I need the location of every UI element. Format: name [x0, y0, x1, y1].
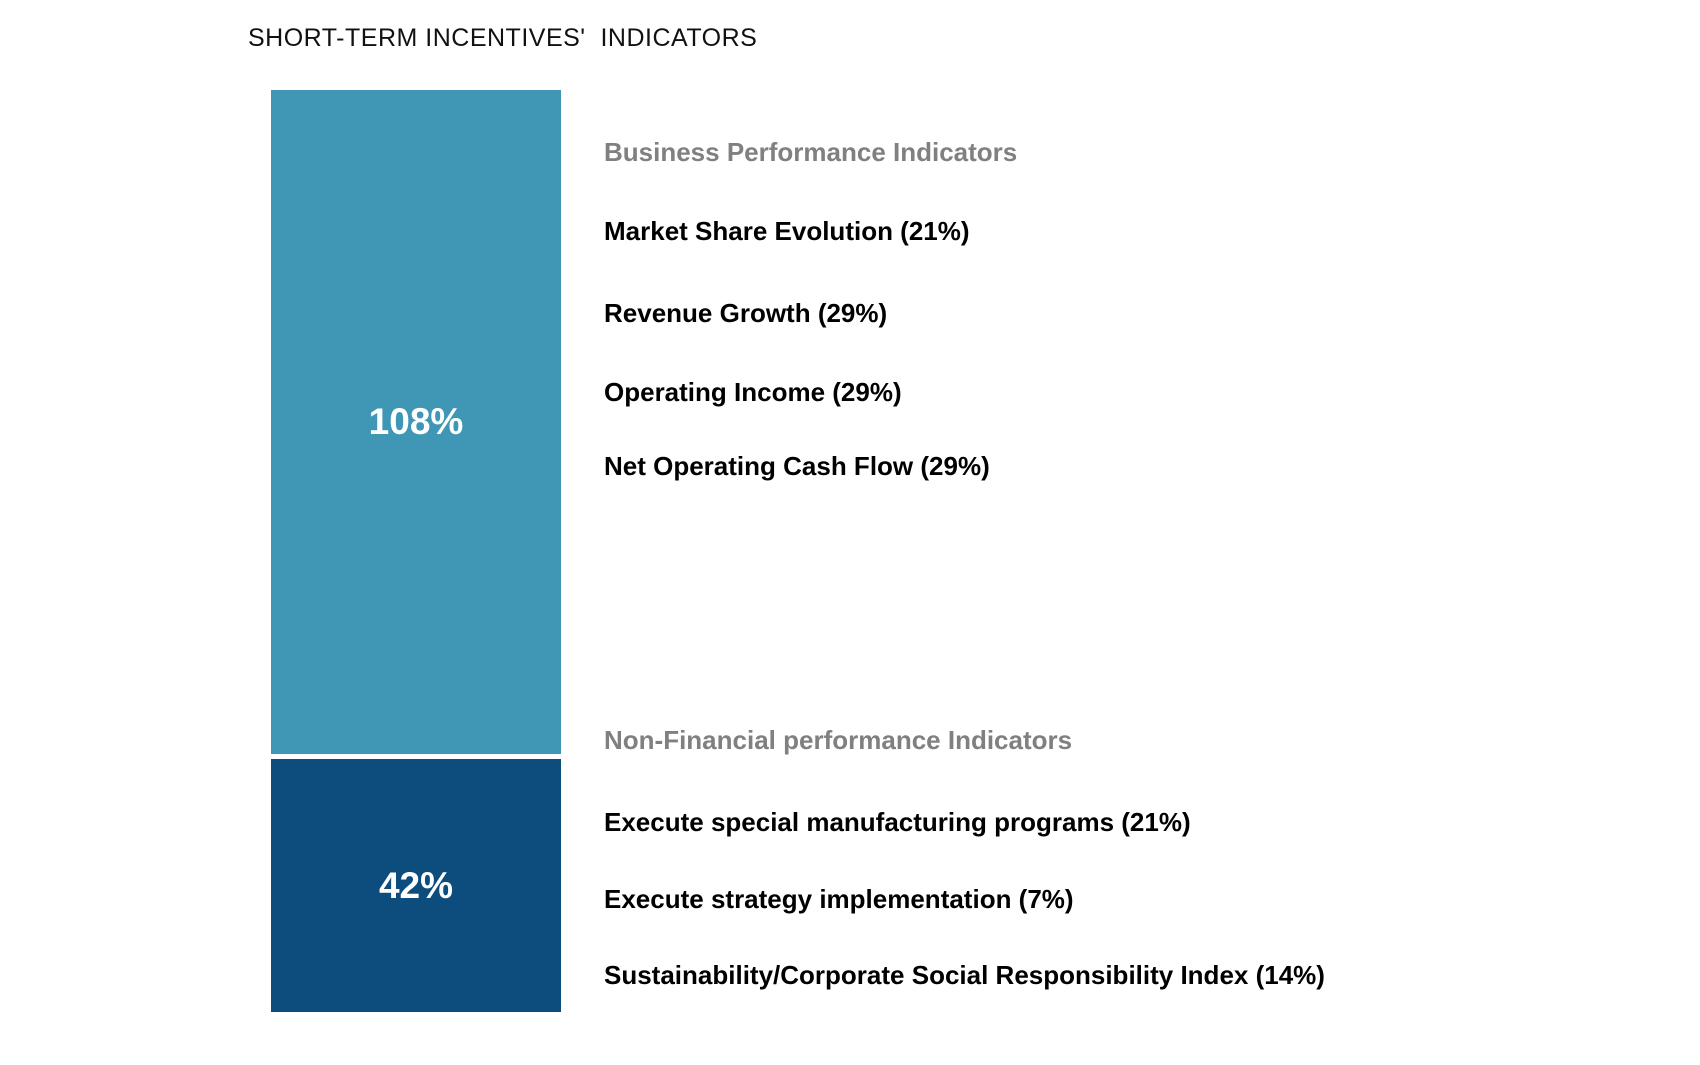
legend-item: Operating Income (29%)	[604, 377, 902, 407]
legend-item: Market Share Evolution (21%)	[604, 216, 970, 246]
stacked-bar: 108% 42%	[271, 90, 561, 1012]
legend-item: Net Operating Cash Flow (29%)	[604, 451, 990, 481]
bar-segment-value-label: 42%	[378, 864, 454, 906]
legend-item: Execute strategy implementation (7%)	[604, 884, 1074, 914]
legend-item: Sustainability/Corporate Social Responsi…	[604, 960, 1325, 990]
bar-segment-business-performance: 108%	[271, 90, 561, 754]
legend-heading-non-financial: Non-Financial performance Indicators	[604, 725, 1073, 755]
chart-title: SHORT-TERM INCENTIVES' INDICATORS	[248, 24, 758, 52]
bar-segment-value-label: 108%	[368, 401, 464, 442]
legend-item: Execute special manufacturing programs (…	[604, 807, 1191, 837]
bar-segment-non-financial: 42%	[271, 759, 561, 1012]
legend-item: Revenue Growth (29%)	[604, 298, 888, 328]
legend-heading-business-performance: Business Performance Indicators	[604, 137, 1018, 167]
